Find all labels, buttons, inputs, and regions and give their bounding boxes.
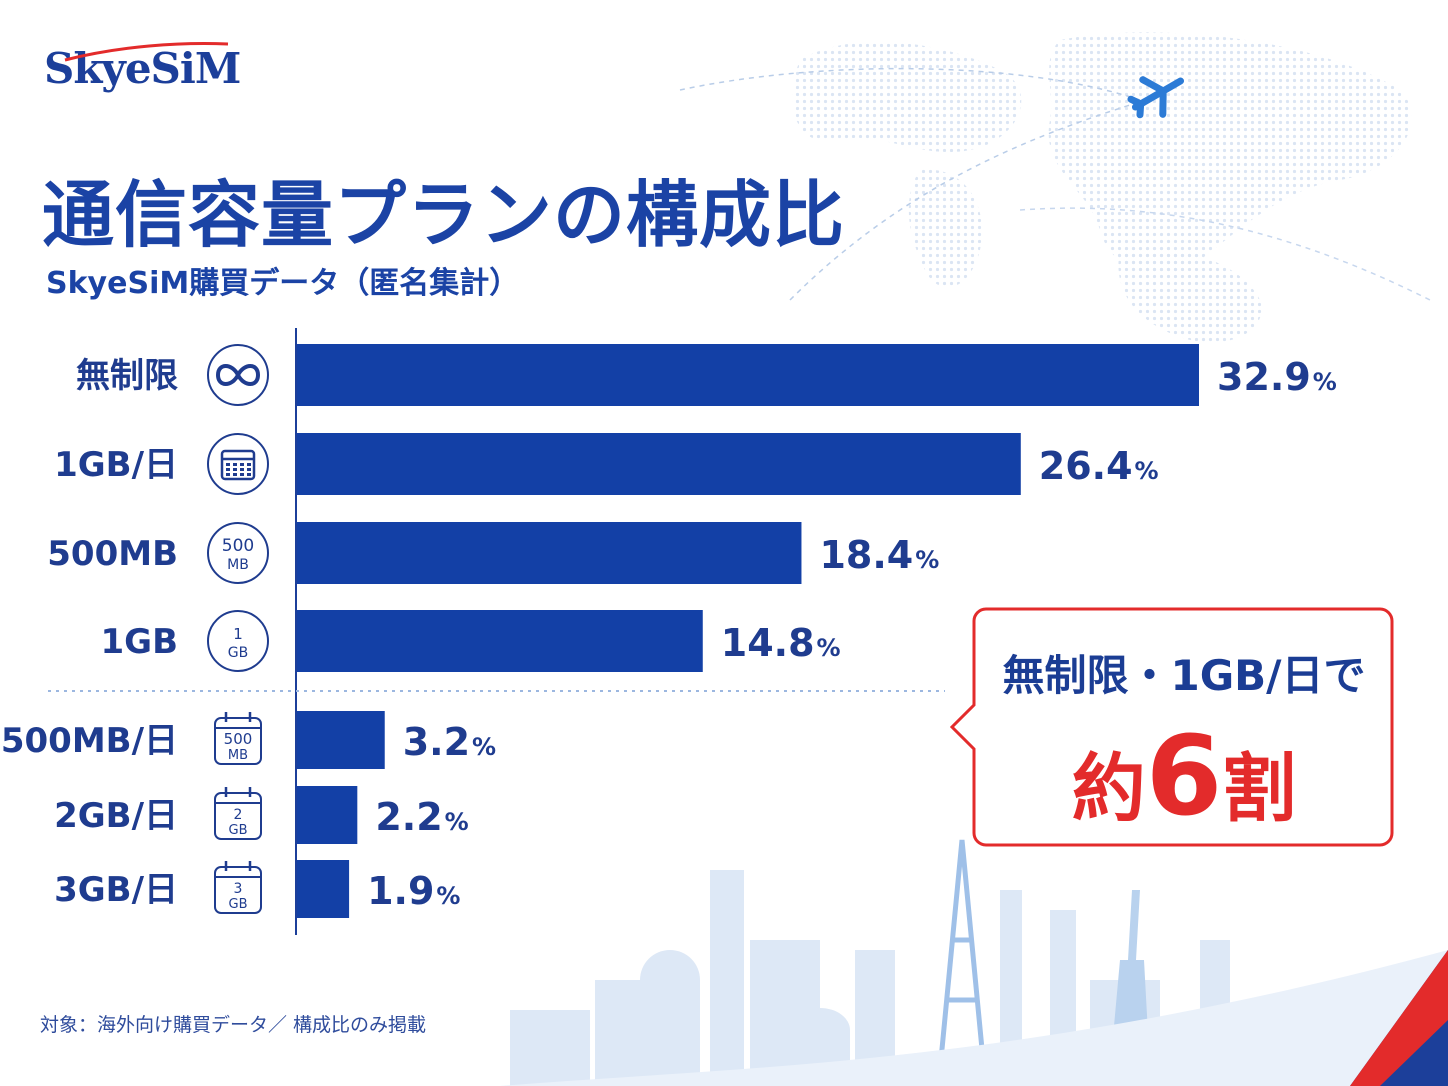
- icon-value-label: 500: [224, 730, 253, 748]
- bar: [297, 610, 703, 672]
- callout-suffix: 割: [1222, 746, 1297, 832]
- icon-value-label: 1: [233, 625, 243, 643]
- logo-swoosh-icon: [64, 42, 229, 62]
- value-label: 18.4%: [819, 533, 939, 577]
- value-label: 26.4%: [1039, 444, 1159, 488]
- page-subtitle: SkyeSiM購買データ（匿名集計）: [46, 266, 520, 301]
- value-unit: %: [445, 808, 469, 836]
- callout-headline: 無制限・1GB/日で: [1002, 651, 1366, 700]
- calendar-icon: [207, 433, 269, 495]
- icon-value-label: 3: [234, 881, 243, 897]
- callout-number: 6: [1145, 712, 1223, 840]
- footnote: 対象：海外向け購買データ／ 構成比のみ掲載: [40, 1014, 427, 1036]
- airplane-icon: [1127, 76, 1185, 119]
- value-unit: %: [1135, 457, 1159, 485]
- category-label: 500MB/日: [1, 721, 178, 761]
- value-label: 3.2%: [403, 720, 496, 764]
- category-label: 500MB: [47, 534, 178, 574]
- value-label: 32.9%: [1217, 355, 1337, 399]
- value-label: 1.9%: [367, 869, 460, 913]
- callout-prefix: 約: [1071, 746, 1146, 832]
- page-title: 通信容量プランの構成比: [42, 173, 846, 257]
- corner-decoration: [1350, 950, 1448, 1086]
- icon-unit-label: GB: [228, 645, 248, 661]
- value-unit: %: [436, 882, 460, 910]
- bar: [297, 433, 1021, 495]
- category-label: 1GB: [101, 622, 178, 662]
- category-label: 無制限: [76, 356, 178, 396]
- icon-unit-label: MB: [228, 748, 248, 763]
- world-map-background: [679, 32, 1431, 343]
- city-skyline-illustration: [500, 839, 1448, 1086]
- icon-unit-label: GB: [229, 823, 248, 838]
- skyesim-logo: SkyeSiM: [44, 44, 241, 93]
- infinity-icon: [207, 344, 269, 406]
- 1-gb-badge-icon: 1 GB: [207, 610, 269, 672]
- value-label: 2.2%: [375, 795, 468, 839]
- bar: [297, 860, 350, 918]
- bar: [297, 344, 1199, 406]
- 500-mb-badge-icon: 500MB: [207, 522, 269, 584]
- icon-unit-label: GB: [229, 897, 248, 912]
- value-unit: %: [915, 546, 939, 574]
- value-unit: %: [1313, 368, 1337, 396]
- category-label: 2GB/日: [54, 796, 178, 836]
- icon-unit-label: MB: [227, 557, 249, 573]
- callout-box: [950, 607, 1394, 847]
- icon-value-label: 500: [222, 536, 254, 556]
- value-unit: %: [817, 634, 841, 662]
- category-label: 3GB/日: [54, 870, 178, 910]
- icon-value-label: 2: [234, 807, 243, 823]
- category-label: 1GB/日: [54, 445, 178, 485]
- 3-gb-calendar-icon: 3GB: [214, 861, 262, 914]
- bar: [297, 522, 802, 584]
- 500-mb-calendar-icon: 500MB: [214, 712, 262, 765]
- 2-gb-calendar-icon: 2GB: [214, 787, 262, 840]
- value-unit: %: [472, 733, 496, 761]
- callout-highlight: 約6割: [974, 712, 1394, 840]
- bar: [297, 786, 358, 844]
- bar: [297, 711, 385, 769]
- value-label: 14.8%: [721, 621, 841, 665]
